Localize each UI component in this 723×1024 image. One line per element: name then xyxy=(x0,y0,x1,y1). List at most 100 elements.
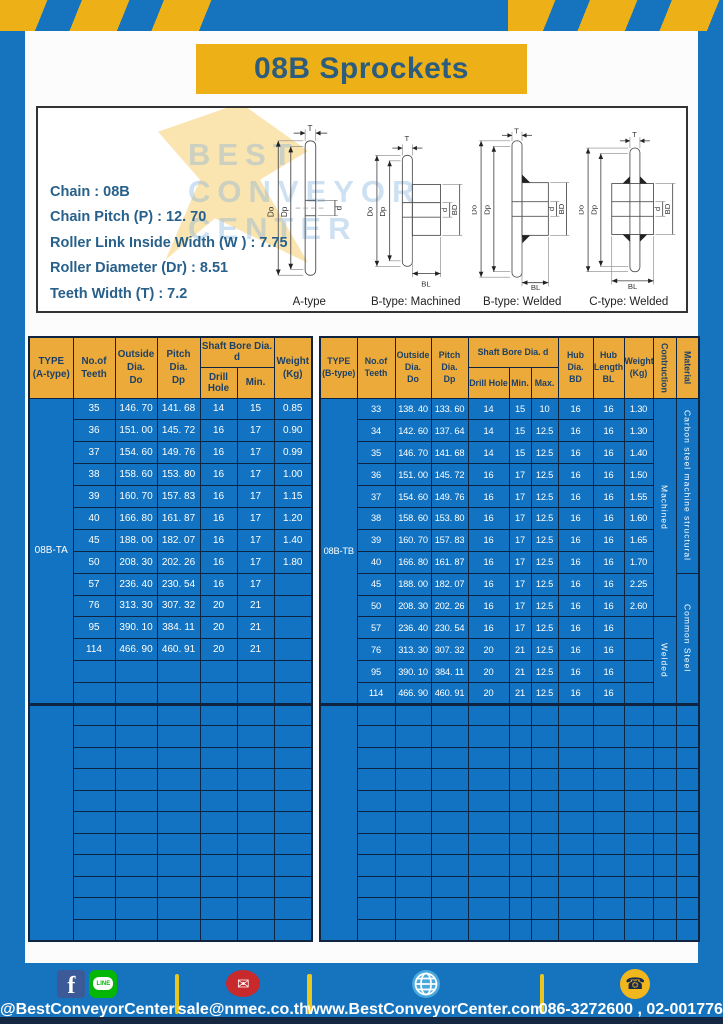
table-cell xyxy=(273,768,313,791)
table-cell xyxy=(199,918,238,942)
table-cell: 1.15 xyxy=(273,485,313,508)
table-cell xyxy=(508,875,532,899)
table-cell xyxy=(236,703,275,727)
table-cell xyxy=(467,768,510,791)
table-cell xyxy=(430,789,469,813)
table-cell: 230. 54 xyxy=(156,572,201,596)
table-cell xyxy=(508,789,532,813)
footer-divider xyxy=(307,973,312,1014)
table-cell: 16 xyxy=(199,485,238,508)
table-cell: 39 xyxy=(356,528,396,552)
table-cell xyxy=(508,854,532,877)
col-header-type: TYPE (B-type) xyxy=(319,336,358,399)
table-cell xyxy=(675,832,700,856)
table-cell: 16 xyxy=(467,528,510,552)
table-cell: 16 xyxy=(557,397,594,421)
table-cell: 45 xyxy=(72,528,116,552)
footer-website: www.BestConveyorCenter.com xyxy=(307,969,544,1019)
table-cell: 166. 80 xyxy=(114,506,158,530)
table-cell: 17 xyxy=(508,594,532,618)
table-cell xyxy=(156,918,201,942)
table-cell: 466. 90 xyxy=(394,682,432,705)
table-cell xyxy=(623,875,654,899)
table-cell: 2.60 xyxy=(623,594,654,618)
table-cell: 12.5 xyxy=(530,616,559,640)
table-cell: 38 xyxy=(356,506,396,530)
table-cell: 16 xyxy=(592,419,625,443)
col-header-outside-dia: Outside Dia. Do xyxy=(114,336,158,399)
spec-diagram-box: BEST CONVEYOR CENTER Chain : 08B Chain P… xyxy=(36,106,688,313)
table-cell xyxy=(156,875,201,899)
table-cell xyxy=(508,703,532,727)
table-cell xyxy=(675,746,700,770)
table-cell: 16 xyxy=(592,616,625,640)
table-cell: 16 xyxy=(557,419,594,443)
table-cell: 21 xyxy=(236,638,275,662)
table-cell xyxy=(675,725,700,748)
table-cell: 154. 60 xyxy=(114,441,158,465)
table-cell xyxy=(356,725,396,748)
col-header-type: TYPE (A-type) xyxy=(28,336,74,399)
table-cell xyxy=(467,746,510,770)
table-cell xyxy=(623,725,654,748)
table-cell: 15 xyxy=(508,419,532,443)
hazard-stripes-right xyxy=(508,0,723,31)
table-cell: 16 xyxy=(592,660,625,684)
table-cell xyxy=(199,854,238,877)
table-cell xyxy=(623,854,654,877)
table-cell xyxy=(394,918,432,942)
table-cell xyxy=(652,854,677,877)
col-header-shaft-bore-group: Shaft Bore Dia. d xyxy=(467,336,559,368)
table-cell xyxy=(236,832,275,856)
table-cell: 208. 30 xyxy=(114,550,158,574)
table-cell xyxy=(156,660,201,684)
table-cell xyxy=(652,875,677,899)
table-cell xyxy=(356,703,396,727)
table-cell: 460. 91 xyxy=(430,682,469,705)
table-cell: 20 xyxy=(199,616,238,640)
table-cell: 16 xyxy=(592,397,625,421)
table-cell xyxy=(592,897,625,920)
table-cell xyxy=(199,875,238,899)
col-header-construction: Contruction xyxy=(652,336,677,399)
table-cell xyxy=(236,746,275,770)
table-cell: 20 xyxy=(467,682,510,705)
table-cell: 16 xyxy=(467,550,510,574)
table-cell: 12.5 xyxy=(530,441,559,465)
table-cell: 16 xyxy=(467,594,510,618)
table-cell: 16 xyxy=(592,485,625,508)
a-type-drawing: T Do Dp d xyxy=(267,124,344,276)
table-cell: 12.5 xyxy=(530,660,559,684)
table-cell: 202. 26 xyxy=(156,550,201,574)
table-cell xyxy=(652,746,677,770)
table-cell: 236. 40 xyxy=(114,572,158,596)
table-cell: 12.5 xyxy=(530,463,559,487)
table-cell xyxy=(156,746,201,770)
table-cell: 151. 00 xyxy=(114,419,158,443)
col-header-hub-length: Hub Length BL xyxy=(592,336,625,399)
table-cell: 313. 30 xyxy=(394,638,432,662)
table-cell xyxy=(530,897,559,920)
table-cell xyxy=(430,725,469,748)
table-cell xyxy=(623,811,654,834)
table-cell xyxy=(199,768,238,791)
table-cell: 12.5 xyxy=(530,419,559,443)
table-cell xyxy=(508,832,532,856)
table-cell xyxy=(623,789,654,813)
table-cell xyxy=(273,918,313,942)
table-cell: 12.5 xyxy=(530,572,559,596)
table-cell xyxy=(394,897,432,920)
table-cell xyxy=(273,811,313,834)
table-cell xyxy=(199,682,238,705)
table-cell: 20 xyxy=(199,594,238,618)
table-cell xyxy=(236,897,275,920)
website-url: www.BestConveyorCenter.com xyxy=(307,1000,545,1018)
table-cell xyxy=(156,811,201,834)
table-cell: 1.70 xyxy=(623,550,654,574)
svg-text:Do: Do xyxy=(579,205,586,215)
table-cell: 21 xyxy=(508,682,532,705)
table-cell: 33 xyxy=(356,397,396,421)
table-cell: 16 xyxy=(467,485,510,508)
table-cell: 57 xyxy=(356,616,396,640)
table-cell: 16 xyxy=(592,463,625,487)
